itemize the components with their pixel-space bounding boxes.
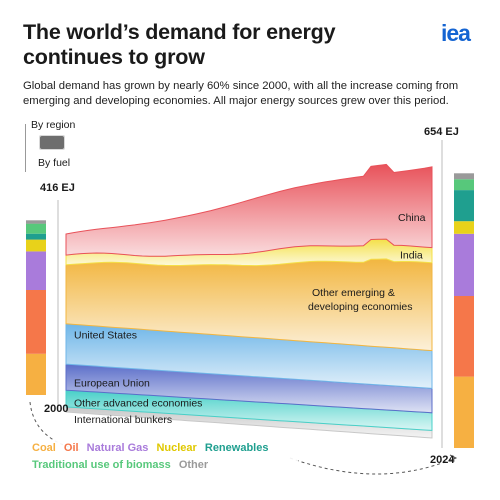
bar-2024-traditional-use-of-biomass: [454, 179, 474, 191]
legend-nuclear: Nuclear: [156, 442, 197, 454]
bar-2000-natural-gas: [26, 251, 46, 290]
bar-2000-other: [26, 220, 46, 224]
bar-2024-nuclear: [454, 221, 474, 234]
end-year-label: 2024: [430, 454, 455, 466]
connector-arrowhead: [449, 454, 458, 462]
legend-other: Other: [178, 459, 209, 471]
region-label-other-advanced-economies: Other advanced economies: [74, 397, 202, 409]
region-label-international-bunkers: International bunkers: [74, 414, 172, 426]
legend-natural-gas: Natural Gas: [86, 442, 149, 454]
region-label-european-union: European Union: [74, 378, 150, 390]
start-year-label: 2000: [44, 403, 69, 415]
legend-traditional-biomass: Traditional use of biomass: [32, 459, 171, 471]
bar-2000-nuclear: [26, 239, 46, 252]
toggle-switch-knob[interactable]: [40, 136, 64, 149]
toggle-bracket: [25, 124, 31, 172]
region-label-other-emerging-developing-economies-line2: developing economies: [308, 301, 413, 313]
bar-2000-traditional-use-of-biomass: [26, 223, 46, 234]
start-total-label: 416 EJ: [40, 182, 75, 194]
legend-renewables: Renewables: [204, 442, 269, 454]
page-title: The world’s demand for energy continues …: [23, 20, 336, 69]
view-toggle[interactable]: By region By fuel: [25, 117, 81, 177]
region-label-india: India: [400, 249, 423, 261]
area-china: [65, 163, 433, 257]
region-label-united-states: United States: [74, 330, 137, 342]
bar-2000-oil: [26, 290, 46, 354]
bar-2000-coal: [26, 353, 46, 395]
bar-2024-renewables: [454, 190, 474, 222]
toggle-option-by-fuel[interactable]: By fuel: [38, 157, 71, 169]
bar-2000-renewables: [26, 233, 46, 240]
region-label-other-emerging-developing-economies: Other emerging &: [312, 287, 395, 299]
region-label-china: China: [398, 212, 426, 224]
bar-2024-natural-gas: [454, 233, 474, 296]
iea-logo[interactable]: iea: [441, 20, 471, 46]
toggle-option-by-region[interactable]: By region: [31, 119, 76, 131]
fuel-legend: Coal Oil Natural Gas Nuclear Renewables …: [28, 440, 298, 474]
end-total-label: 654 EJ: [424, 126, 459, 138]
bar-2024-oil: [454, 296, 474, 377]
legend-oil: Oil: [63, 442, 79, 454]
page-subtitle: Global demand has grown by nearly 60% si…: [23, 80, 459, 107]
legend-coal: Coal: [32, 442, 56, 454]
bar-2024-other: [454, 173, 474, 180]
bar-2024-coal: [454, 376, 474, 448]
